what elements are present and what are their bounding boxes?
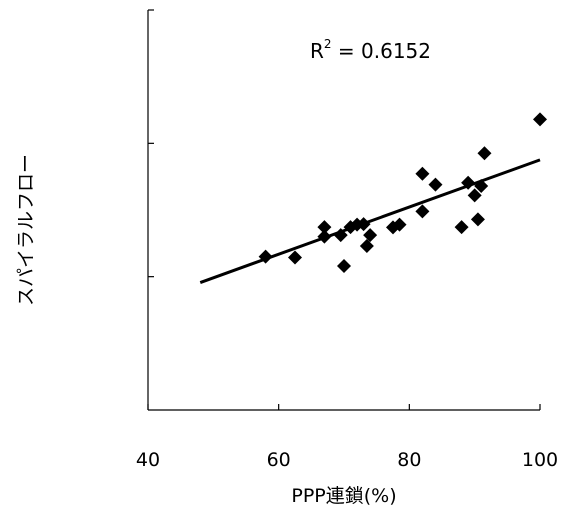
x-tick-label: 40 [136, 449, 160, 471]
x-tick-label: 80 [397, 449, 421, 471]
data-point [428, 177, 443, 192]
data-point [337, 259, 351, 273]
r-squared-sup: 2 [324, 37, 332, 51]
axes [147, 10, 540, 411]
data-point [392, 217, 407, 232]
trendline [199, 158, 541, 284]
data-point [415, 166, 430, 181]
x-tick-label: 60 [267, 449, 291, 471]
data-point [288, 250, 302, 265]
x-axis-title: PPP連鎖(%) [291, 485, 396, 507]
r-squared-annotation: R2 = 0.6152 [310, 37, 431, 63]
r-squared-base: R [310, 39, 324, 63]
y-axis-title: スパイラルフロー [15, 154, 37, 306]
data-point [363, 228, 378, 243]
r-squared-value: = 0.6152 [332, 39, 431, 63]
data-point [533, 112, 547, 127]
data-point [317, 220, 332, 235]
data-point [470, 212, 485, 227]
x-ticks: 40 60 80 100 [136, 404, 558, 471]
data-point [454, 220, 469, 235]
data-point [359, 239, 374, 253]
y-ticks [148, 9, 154, 278]
data-point [477, 146, 492, 161]
data-point [467, 188, 482, 203]
data-point [415, 204, 430, 219]
data-points [258, 112, 547, 273]
x-tick-label: 100 [522, 449, 558, 471]
